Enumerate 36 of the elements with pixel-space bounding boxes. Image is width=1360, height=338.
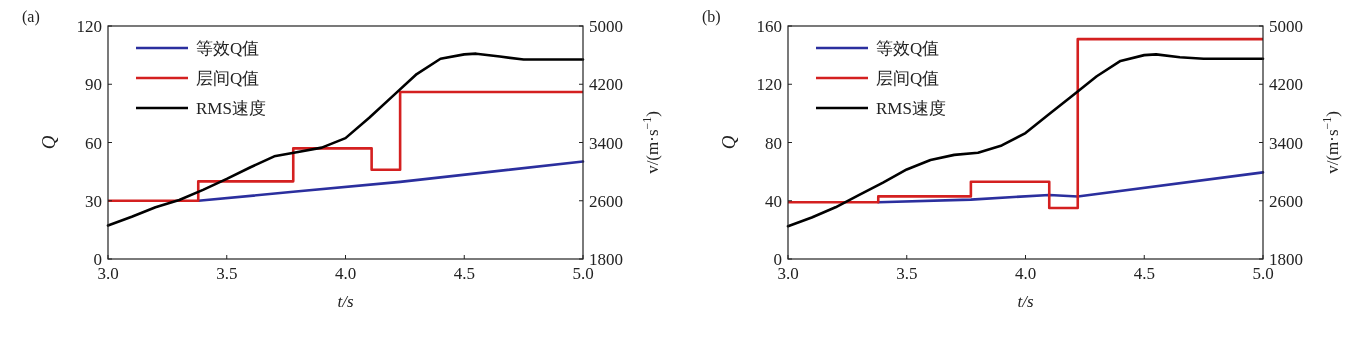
y-axis-title: Q <box>38 135 59 150</box>
legend-label: RMS速度 <box>876 99 946 118</box>
legend-label: 层间Q值 <box>876 69 940 88</box>
y2-tick-label: 5000 <box>1269 17 1303 36</box>
line-series <box>196 160 585 203</box>
x-tick-label: 3.5 <box>216 264 238 283</box>
x-tick-label: 4.0 <box>334 264 357 283</box>
y2-tick-label: 2600 <box>1269 191 1303 211</box>
legend-label: RMS速度 <box>196 99 266 118</box>
y-tick-label: 120 <box>756 75 782 95</box>
legend-label: 层间Q值 <box>196 69 260 88</box>
y2-tick-label: 3400 <box>1269 133 1303 153</box>
y2-tick-label: 2600 <box>589 191 623 211</box>
x-tick-label: 3.5 <box>896 264 918 283</box>
legend-label: 等效Q值 <box>876 39 940 58</box>
line-series <box>876 171 1265 204</box>
text: (b) <box>702 8 721 26</box>
y-tick-label: 160 <box>756 17 782 36</box>
y2-tick-label: 3400 <box>589 133 623 153</box>
y-tick-label: 120 <box>76 17 102 36</box>
y-tick-label: 60 <box>85 133 102 153</box>
legend-label: 等效Q值 <box>196 39 260 58</box>
y-tick-label: 40 <box>765 191 782 211</box>
y-tick-label: 90 <box>85 75 102 95</box>
x-axis-title: t/s <box>1017 292 1034 311</box>
y-axis-title: Q <box>718 135 739 150</box>
y2-tick-label: 5000 <box>589 17 623 36</box>
y2-tick-label: 4200 <box>1269 75 1303 95</box>
x-tick-label: 4.5 <box>453 264 475 283</box>
x-axis-title: t/s <box>337 292 354 311</box>
y-tick-label: 30 <box>85 191 102 211</box>
y2-tick-label: 4200 <box>589 75 623 95</box>
x-tick-label: 4.0 <box>1014 264 1037 283</box>
x-tick-label: 4.5 <box>1133 264 1155 283</box>
text: (a) <box>22 8 40 26</box>
y-tick-label: 80 <box>765 133 782 153</box>
